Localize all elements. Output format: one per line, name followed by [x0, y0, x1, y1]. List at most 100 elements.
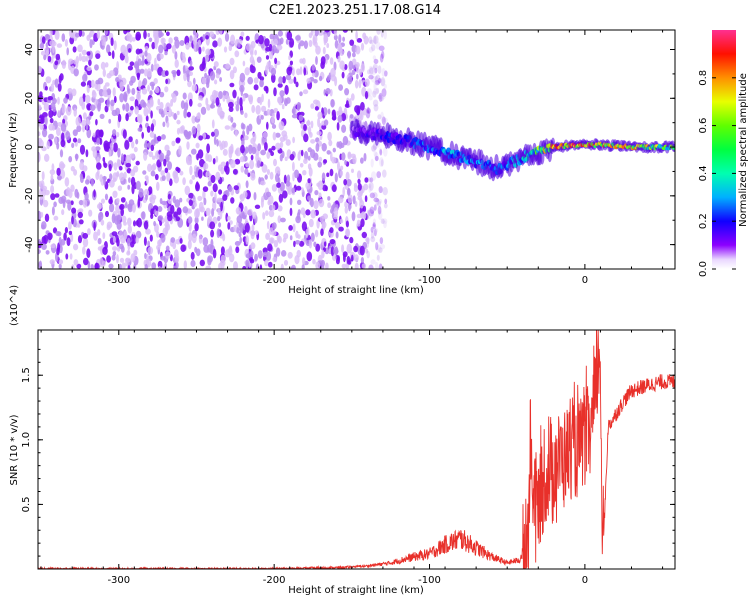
spectrogram-noise-cell [40, 50, 46, 56]
spectrogram-noise-cell [175, 216, 181, 222]
spectrogram-noise-cell [383, 83, 387, 90]
spectrogram-noise-cell [61, 195, 67, 204]
spectrogram-noise-cell [53, 201, 57, 208]
spectrogram-noise-cell [377, 77, 382, 84]
spectrogram-noise-cell [321, 124, 327, 130]
spectrogram-noise-cell [352, 195, 356, 205]
spectrogram-noise-cell [138, 114, 143, 125]
spectrogram-noise-cell [104, 30, 109, 35]
spectrogram-noise-cell [281, 250, 287, 257]
spectrogram-noise-cell [310, 232, 315, 242]
spectrogram-noise-cell [199, 63, 205, 72]
spectrogram-noise-cell [244, 67, 250, 76]
spectrogram-noise-cell [61, 132, 65, 142]
spectrogram-noise-cell [295, 35, 301, 41]
spectrogram-noise-cell [299, 91, 303, 97]
spectrogram-noise-cell [106, 98, 111, 108]
spectrogram-noise-cell [289, 153, 295, 161]
spectrogram-noise-cell [47, 96, 53, 101]
spectrogram-noise-cell [44, 116, 48, 126]
spectrogram-ylabel: Frequency (Hz) [8, 112, 19, 188]
spectrogram-noise-cell [225, 63, 231, 70]
spectrogram-noise-cell [194, 223, 199, 232]
spectrogram-noise-cell [207, 255, 214, 263]
spectrogram-noise-cell [220, 246, 225, 256]
spectrogram-noise-cell [106, 221, 113, 229]
spectrogram-noise-cell [380, 92, 386, 100]
spectrogram-noise-cell [297, 199, 302, 205]
spectrogram-noise-cell [293, 76, 297, 84]
spectrogram-noise-cell [173, 36, 179, 42]
spectrogram-noise-cell [305, 209, 311, 216]
spectrogram-noise-cell [125, 154, 131, 164]
spectrogram-noise-cell [158, 108, 164, 115]
spectrogram-noise-cell [356, 38, 363, 43]
spectrogram-noise-cell [280, 263, 284, 269]
spectrogram-noise-cell [207, 180, 212, 187]
spectrogram-noise-cell [64, 39, 68, 47]
spectrogram-noise-cell [324, 37, 328, 42]
spectrogram-noise-cell [130, 253, 136, 263]
spectrogram-noise-cell [242, 94, 246, 102]
spectrogram-noise-cell [115, 172, 120, 177]
spectrogram-noise-cell [134, 98, 139, 109]
spectrogram-noise-cell [378, 147, 382, 154]
spectrogram-noise-cell [234, 158, 241, 165]
spectrogram-noise-cell [337, 115, 343, 123]
spectrogram-noise-cell [202, 77, 207, 85]
spectrogram-noise-cell [77, 211, 84, 219]
spectrogram-noise-cell [143, 236, 147, 246]
spectrogram-noise-cell [166, 43, 172, 50]
spectrogram-noise-cell [65, 253, 69, 260]
spectrogram-noise-cell [371, 44, 376, 52]
colorbar-tick-label: 0.4 [698, 165, 709, 181]
spectrogram-noise-cell [313, 200, 319, 210]
y-tick-label: 0.5 [21, 496, 32, 512]
spectrogram-cells [38, 30, 675, 269]
spectrogram-noise-cell [277, 205, 283, 212]
spectrogram-noise-cell [120, 207, 124, 217]
spectrogram-noise-cell [203, 162, 209, 170]
spectrogram-noise-cell [100, 129, 104, 138]
spectrogram-noise-cell [315, 142, 320, 152]
spectrogram-noise-cell [299, 163, 304, 168]
spectrogram-noise-cell [135, 63, 140, 74]
spectrogram-noise-cell [281, 104, 285, 110]
spectrogram-noise-cell [373, 58, 379, 64]
spectrogram-noise-cell [337, 55, 341, 63]
spectrogram-noise-cell [76, 263, 82, 269]
spectrogram-noise-cell [88, 209, 93, 217]
spectrogram-noise-cell [149, 131, 155, 138]
spectrogram-noise-cell [56, 247, 60, 256]
spectrogram-noise-cell [346, 255, 351, 265]
spectrogram-noise-cell [362, 205, 367, 213]
snr-line [38, 330, 675, 569]
spectrogram-noise-cell [331, 184, 337, 193]
spectrogram-noise-cell [205, 97, 209, 107]
spectrogram-noise-cell [46, 34, 50, 40]
spectrogram-noise-cell [40, 211, 44, 218]
spectrogram-noise-cell [175, 261, 179, 269]
spectrogram-noise-cell [291, 67, 295, 76]
spectrogram-noise-cell [347, 76, 353, 85]
spectrogram-noise-cell [165, 78, 169, 85]
spectrogram-noise-cell [345, 171, 350, 181]
spectrogram-noise-cell [284, 98, 288, 107]
spectrogram-noise-cell [58, 263, 62, 269]
spectrogram-noise-cell [183, 260, 187, 269]
spectrogram-noise-cell [73, 59, 77, 65]
spectrogram-noise-cell [301, 187, 304, 193]
spectrogram-noise-cell [375, 87, 380, 94]
spectrogram-noise-cell [131, 234, 135, 244]
spectrogram-noise-cell [301, 221, 307, 232]
spectrogram-noise-cell [192, 30, 196, 36]
spectrogram-noise-cell [343, 179, 348, 186]
spectrogram-noise-cell [250, 172, 256, 181]
spectrogram-noise-cell [351, 168, 354, 173]
spectrogram-noise-cell [161, 175, 166, 181]
spectrogram-noise-cell [381, 50, 385, 60]
spectrogram-noise-cell [340, 165, 344, 171]
spectrogram-noise-cell [82, 198, 88, 208]
spectrogram-noise-cell [323, 119, 329, 126]
spectrogram-noise-cell [372, 90, 377, 98]
